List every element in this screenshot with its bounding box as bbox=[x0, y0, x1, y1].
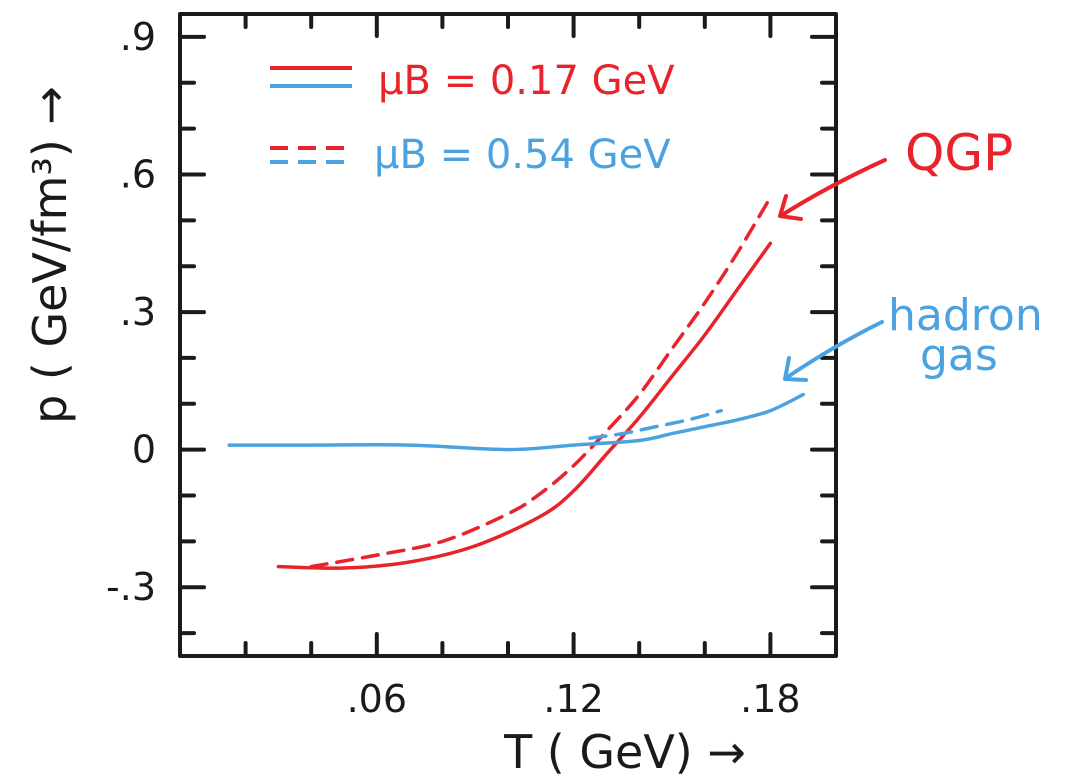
y-tick-label: .3 bbox=[120, 290, 156, 334]
x-axis-label: T ( GeV) → bbox=[503, 725, 746, 779]
annotations: QGP hadron gas bbox=[778, 124, 1043, 382]
y-tick-label: .9 bbox=[120, 15, 156, 59]
hadron-gas-arrow bbox=[784, 320, 884, 380]
x-tick-label: .12 bbox=[543, 677, 603, 721]
legend: μB = 0.17 GeV μB = 0.54 GeV bbox=[270, 58, 675, 178]
plot-frame bbox=[178, 12, 838, 658]
qgp-arrow bbox=[780, 158, 887, 217]
axis-ticks bbox=[178, 12, 838, 658]
legend-label-mub-054: μB = 0.54 GeV bbox=[374, 132, 671, 178]
annotation-qgp: QGP bbox=[905, 124, 1013, 182]
y-tick-label: .6 bbox=[120, 153, 156, 197]
qgp-arrowhead bbox=[778, 194, 803, 221]
annotation-gas: gas bbox=[920, 330, 998, 381]
annotation-hadron: hadron bbox=[888, 290, 1043, 341]
y-tick-label: -.3 bbox=[106, 565, 156, 609]
y-tick-label: 0 bbox=[132, 428, 156, 472]
curves bbox=[227, 195, 805, 570]
qgp-dashed-curve bbox=[309, 195, 773, 569]
qgp-solid-curve bbox=[276, 241, 773, 570]
x-tick-label: .18 bbox=[740, 677, 800, 721]
hadron-gas-dashed-curve bbox=[588, 408, 723, 440]
legend-label-mub-017: μB = 0.17 GeV bbox=[378, 58, 675, 104]
x-tick-label: .06 bbox=[347, 677, 407, 721]
y-axis-label: p ( GeV/fm³) → bbox=[23, 86, 77, 424]
tick-labels: .06 .12 .18 -.3 0 .3 .6 .9 bbox=[106, 15, 801, 721]
hadron-gas-arrowhead bbox=[783, 356, 808, 382]
hadron-gas-solid-curve bbox=[227, 392, 805, 452]
